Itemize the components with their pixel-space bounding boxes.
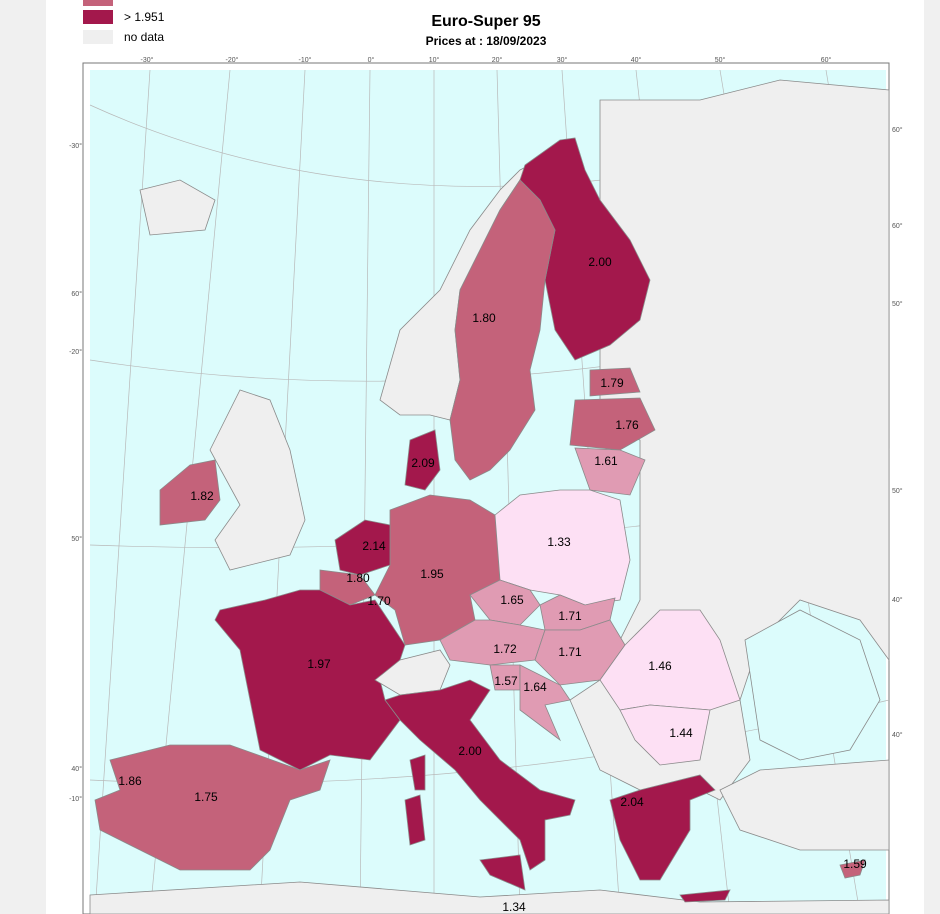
price-label: 2.00	[588, 255, 612, 269]
graticule-label: 50°	[715, 56, 726, 64]
latvia	[569, 397, 656, 451]
graticule-label: -10°	[69, 795, 82, 803]
price-label: 1.82	[190, 489, 214, 503]
price-label: 1.34	[502, 900, 526, 914]
legend-label: no data	[124, 30, 164, 44]
belgium	[319, 569, 376, 606]
map-title: Euro-Super 95	[431, 13, 540, 30]
sardinia	[404, 794, 426, 846]
price-label: 1.97	[307, 657, 331, 671]
graticule-label: -30°	[69, 142, 82, 150]
price-label: 1.64	[523, 680, 547, 694]
price-label: 1.72	[493, 642, 517, 656]
price-label: 1.46	[648, 659, 672, 673]
ireland	[159, 459, 221, 526]
graticule-label: -10°	[299, 56, 312, 64]
corsica	[409, 754, 426, 791]
map-subtitle: Prices at : 18/09/2023	[426, 34, 547, 48]
price-label: 2.14	[362, 539, 386, 553]
italy	[384, 679, 576, 871]
greece	[609, 774, 716, 881]
graticule-label: 40°	[631, 56, 642, 64]
graticule-label: 40°	[71, 765, 82, 773]
price-label: 1.86	[118, 774, 142, 788]
price-label: 1.65	[500, 593, 524, 607]
black-sea	[744, 609, 881, 761]
hungary	[534, 619, 626, 686]
price-label: 1.59	[843, 857, 867, 871]
graticule-label: 20°	[492, 56, 503, 64]
graticule-label: 30°	[557, 56, 568, 64]
graticule-label: 40°	[892, 731, 903, 739]
graticule-label: -20°	[226, 56, 239, 64]
graticule-label: 50°	[892, 300, 903, 308]
price-label: 2.00	[458, 744, 482, 758]
legend-swatch	[83, 30, 113, 44]
graticule-label: 10°	[429, 56, 440, 64]
sicily	[479, 854, 526, 891]
price-label: 1.80	[472, 311, 496, 325]
price-label: 2.09	[411, 456, 435, 470]
crete	[679, 889, 731, 903]
price-label: 2.04	[620, 795, 644, 809]
land	[89, 79, 890, 914]
sweden	[449, 179, 556, 481]
legend-swatch	[83, 10, 113, 24]
graticule-label: 60°	[892, 126, 903, 134]
graticule-label: 40°	[892, 596, 903, 604]
price-label: 1.44	[669, 726, 693, 740]
graticule-label: 0°	[368, 56, 375, 64]
graticule-label: 50°	[892, 487, 903, 495]
no-data-uk	[209, 389, 306, 571]
price-label: 1.71	[558, 645, 582, 659]
croatia	[519, 664, 571, 742]
price-label: 1.75	[194, 790, 218, 804]
price-label: 1.95	[420, 567, 444, 581]
graticule-label: -20°	[69, 348, 82, 356]
lithuania	[574, 447, 646, 496]
no-data-turkey	[719, 759, 890, 851]
estonia	[589, 367, 641, 397]
graticule-label: -30°	[141, 56, 154, 64]
graticule-label: 50°	[71, 535, 82, 543]
graticule-label: 60°	[71, 290, 82, 298]
price-label: 1.33	[547, 535, 571, 549]
price-label: 1.61	[594, 454, 618, 468]
price-label: 1.71	[558, 609, 582, 623]
iberia	[94, 744, 331, 871]
price-label: 1.57	[494, 674, 518, 688]
price-label: 1.76	[615, 418, 639, 432]
graticule-label: 60°	[821, 56, 832, 64]
legend-swatch	[83, 0, 113, 6]
denmark	[404, 429, 441, 491]
price-label: 1.80	[346, 571, 370, 585]
graticule-label: 60°	[892, 222, 903, 230]
netherlands	[334, 519, 391, 576]
legend-label: > 1.951	[124, 10, 165, 24]
no-data-africa	[89, 881, 890, 914]
no-data-iceland	[139, 179, 216, 236]
price-label: 1.70	[367, 594, 391, 608]
price-label: 1.79	[600, 376, 624, 390]
cyprus	[839, 859, 866, 879]
bulgaria	[619, 704, 711, 766]
